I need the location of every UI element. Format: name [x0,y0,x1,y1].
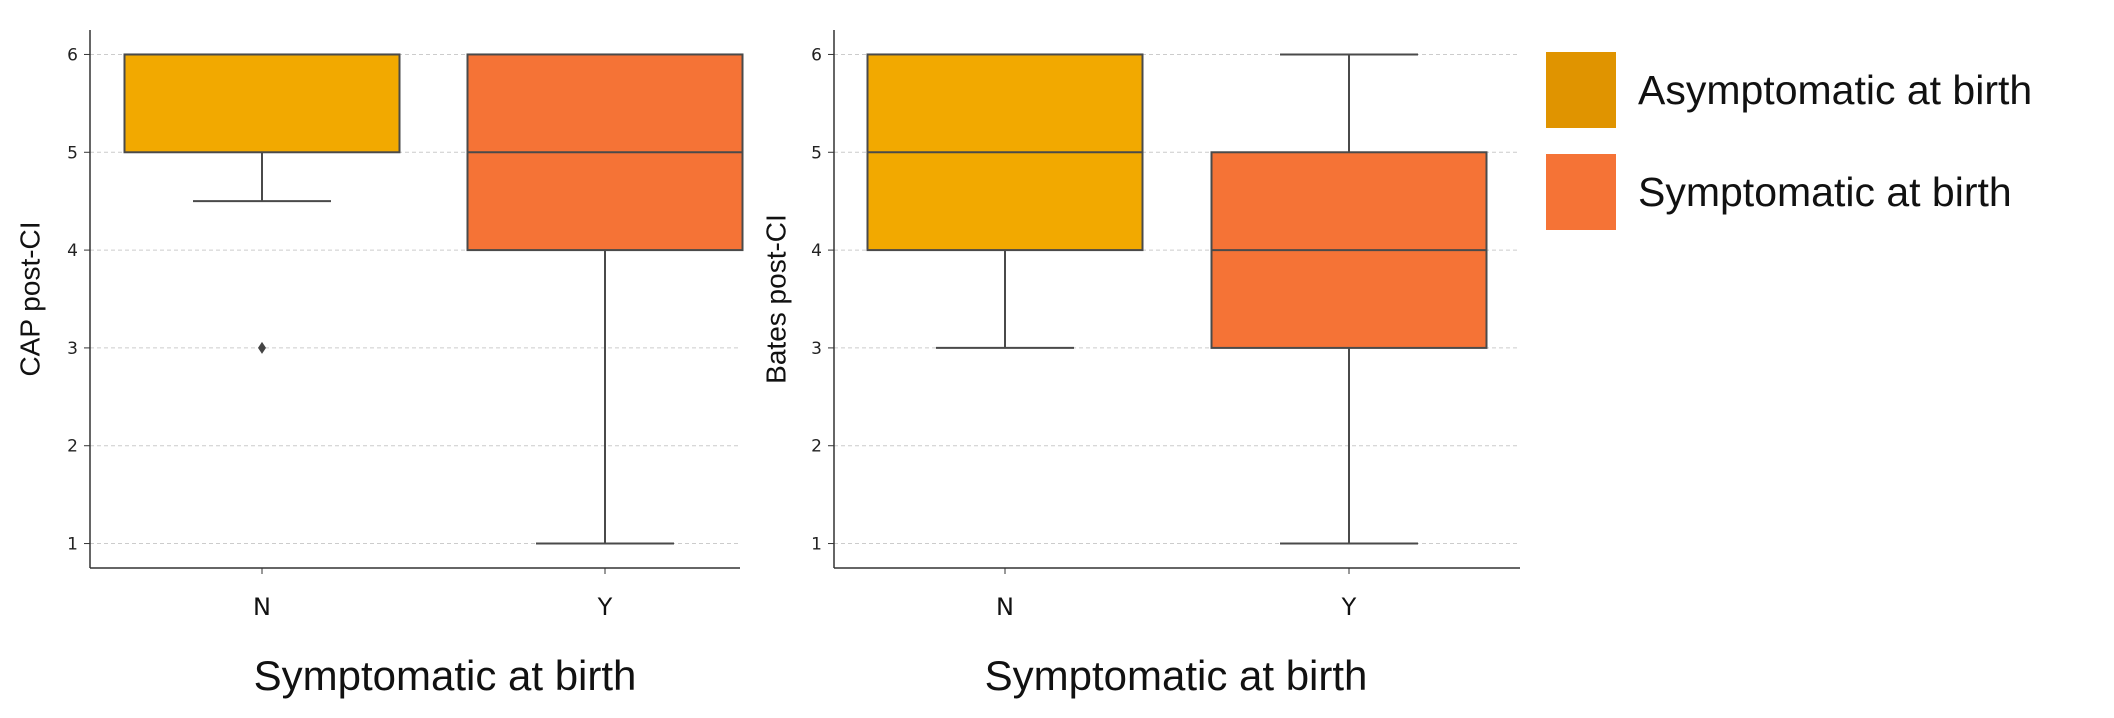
y-tick-label-2: 2 [811,437,822,457]
box-y [466,53,744,545]
box-body [123,53,401,154]
y-tick-label-6: 6 [67,45,78,65]
x-tick-label-y: Y [597,593,613,621]
y-axis-title: CAP post-CI [14,221,45,376]
outlier-point [258,341,266,354]
legend-item-symptomatic: Symptomatic at birth [1546,154,2032,230]
legend-item-asymptomatic: Asymptomatic at birth [1546,52,2032,128]
legend-swatch-symptomatic [1546,154,1616,230]
y-tick-label-6: 6 [811,45,822,65]
x-tick-label-n: N [253,593,271,621]
legend-label-asymptomatic: Asymptomatic at birth [1638,66,2033,113]
y-tick-label-1: 1 [67,535,78,555]
y-tick-label-5: 5 [811,143,822,163]
y-tick-label-3: 3 [67,339,78,359]
x-tick-label-y: Y [1341,593,1357,621]
box-n [123,53,401,354]
y-tick-label-1: 1 [811,535,822,555]
box-y [1210,53,1488,545]
y-tick-label-3: 3 [811,339,822,359]
y-tick-label-4: 4 [67,241,78,261]
y-tick-label-5: 5 [67,143,78,163]
y-tick-label-4: 4 [811,241,822,261]
x-axis-title: Symptomatic at birth [985,652,1368,699]
chart-panel-2: 1 2 3 4 5 6 N Y Bates post-CI Symptomatic at birt… [760,30,1520,699]
legend-swatch-asymptomatic [1546,52,1616,128]
y-tick-label-2: 2 [67,437,78,457]
legend: Asymptomatic at birth Symptomatic at bir… [1546,52,2032,256]
x-tick-label-n: N [996,593,1014,621]
x-axis-title: Symptomatic at birth [254,652,637,699]
y-axis-title: Bates post-CI [760,214,791,384]
chart-panel-1: 1 2 3 4 5 6 N Y CAP post-CI Symptomatic at birth [14,30,744,699]
legend-label-symptomatic: Symptomatic at birth [1638,168,2012,215]
box-n [866,53,1144,349]
